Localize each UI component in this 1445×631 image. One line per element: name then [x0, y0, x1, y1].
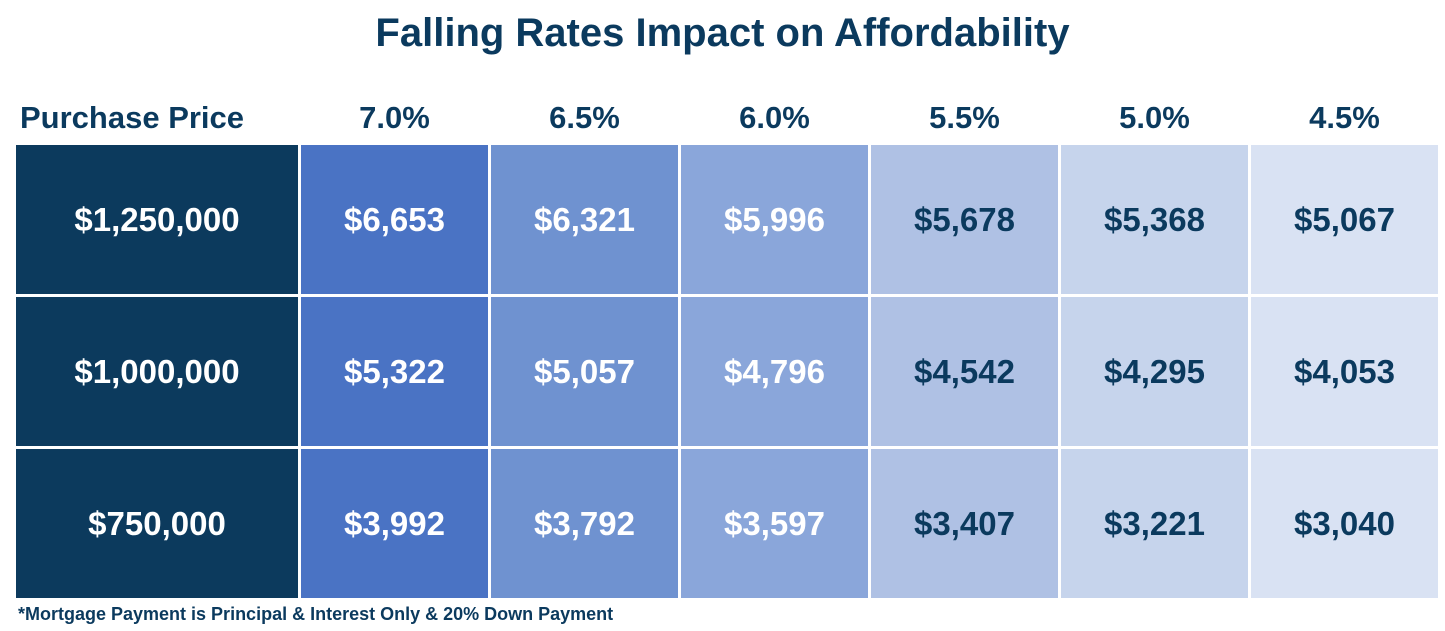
- payment-cell: $3,407: [871, 449, 1058, 598]
- payment-cell: $4,295: [1061, 297, 1248, 446]
- footnote: *Mortgage Payment is Principal & Interes…: [18, 604, 614, 624]
- payment-cell: $5,368: [1061, 145, 1248, 294]
- payment-cell: $5,996: [681, 145, 868, 294]
- payment-cell: $3,040: [1251, 449, 1438, 598]
- payment-cell: $4,053: [1251, 297, 1438, 446]
- payment-cell: $4,796: [681, 297, 868, 446]
- payment-cell: $5,678: [871, 145, 1058, 294]
- payment-cell: $5,057: [491, 297, 678, 446]
- payment-cell: $6,321: [491, 145, 678, 294]
- column-header-rate: 5.5%: [929, 100, 1000, 135]
- purchase-price-cell: $1,250,000: [16, 145, 298, 294]
- payment-cell: $3,992: [301, 449, 488, 598]
- column-header-rate: 7.0%: [359, 100, 430, 135]
- column-header-rate: 6.0%: [739, 100, 810, 135]
- purchase-price-cell: $750,000: [16, 449, 298, 598]
- column-header-purchase-price: Purchase Price: [20, 100, 245, 135]
- payment-cell: $3,221: [1061, 449, 1248, 598]
- payment-cell: $4,542: [871, 297, 1058, 446]
- payment-cell: $3,792: [491, 449, 678, 598]
- column-header-rate: 4.5%: [1309, 100, 1380, 135]
- column-header-rate: 5.0%: [1119, 100, 1190, 135]
- payment-cell: $3,597: [681, 449, 868, 598]
- column-header-rate: 6.5%: [549, 100, 620, 135]
- chart-title: Falling Rates Impact on Affordability: [375, 11, 1070, 55]
- payment-cell: $5,067: [1251, 145, 1438, 294]
- payment-cell: $5,322: [301, 297, 488, 446]
- payment-cell: $6,653: [301, 145, 488, 294]
- purchase-price-cell: $1,000,000: [16, 297, 298, 446]
